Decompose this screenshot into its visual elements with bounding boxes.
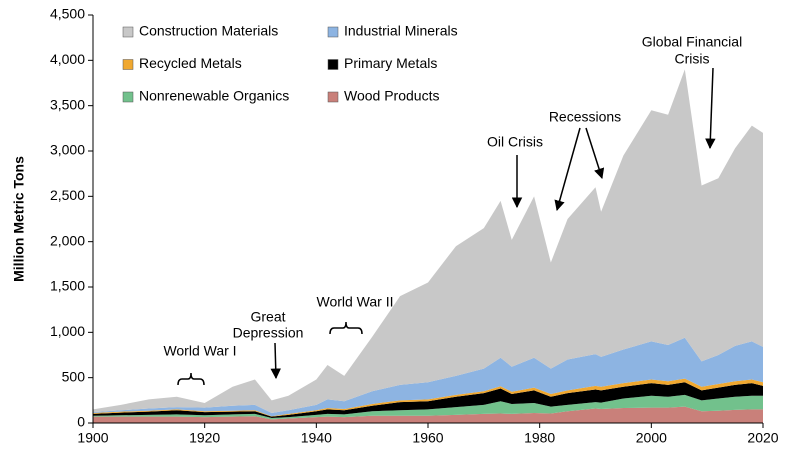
y-tick-label: 0 [77,414,85,430]
y-tick-label: 2,500 [50,187,85,203]
x-tick-label: 1980 [524,430,555,446]
legend-swatch [122,91,134,103]
legend-label: Wood Products [344,88,439,104]
annotation-arrow [585,127,605,180]
annotation: Global Financial [642,34,742,50]
y-axis-label: Million Metric Tons [11,156,27,282]
legend-label: Industrial Minerals [344,23,458,39]
legend-swatch [122,59,134,70]
x-tick-label: 1920 [189,430,220,446]
annotation-arrow [270,342,281,380]
x-tick-label: 1900 [77,430,108,446]
annotation: Oil Crisis [487,134,543,150]
legend-label: Primary Metals [344,55,437,71]
annotation-arrow [705,67,716,150]
y-tick-label: 3,000 [50,142,85,158]
annotation: World War II [316,294,393,310]
x-tick-label: 1940 [301,430,332,446]
x-tick-label: 2000 [636,430,667,446]
area [93,378,763,417]
y-tick-label: 1,500 [50,278,85,294]
y-tick-label: 4,500 [50,6,85,22]
legend-swatch [122,26,134,38]
y-tick-label: 4,000 [50,51,85,67]
area [93,406,763,423]
area [93,69,763,414]
legend-label: Construction Materials [139,23,278,39]
annotation: Great [250,309,285,325]
x-tick-label: 2020 [747,430,778,446]
annotation: Depression [233,325,304,341]
annotation-brace [329,321,363,335]
legend-label: Recycled Metals [139,55,242,71]
legend-swatch [327,26,339,38]
area [93,382,763,419]
y-tick-label: 2,000 [50,232,85,248]
y-tick-label: 3,500 [50,96,85,112]
area [93,337,763,417]
annotation-arrow [554,127,581,212]
area [93,394,763,420]
annotation: World War I [163,343,236,359]
annotation-brace [177,372,205,386]
y-tick-label: 1,000 [50,323,85,339]
y-tick-label: 500 [62,368,86,384]
legend-swatch [327,91,339,103]
legend-swatch [327,59,339,70]
x-tick-label: 1960 [412,430,443,446]
legend-label: Nonrenewable Organics [139,88,289,104]
annotation: Crisis [675,51,710,67]
annotation: Recessions [549,109,621,125]
